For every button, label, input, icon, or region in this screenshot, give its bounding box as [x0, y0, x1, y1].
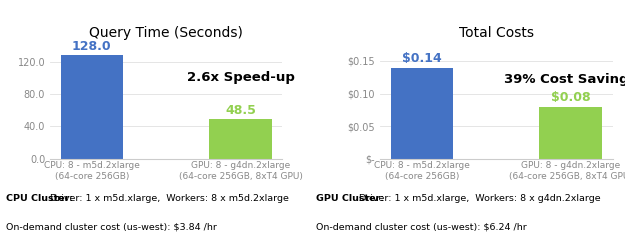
Text: 128.0: 128.0 [72, 40, 112, 53]
Text: On-demand cluster cost (us-west): $3.84 /hr: On-demand cluster cost (us-west): $3.84 … [6, 222, 217, 231]
Text: 39% Cost Savings: 39% Cost Savings [504, 73, 625, 86]
Bar [391, 68, 453, 159]
Bar [61, 55, 123, 159]
Text: Driver: 1 x m5d.xlarge,  Workers: 8 x g4dn.2xlarge: Driver: 1 x m5d.xlarge, Workers: 8 x g4d… [356, 194, 601, 203]
Text: Driver: 1 x m5d.xlarge,  Workers: 8 x m5d.2xlarge: Driver: 1 x m5d.xlarge, Workers: 8 x m5d… [47, 194, 289, 203]
Text: CPU Cluster:: CPU Cluster: [6, 194, 73, 203]
Bar [539, 107, 602, 159]
Text: GPU Cluster:: GPU Cluster: [316, 194, 384, 203]
Text: 2.6x Speed-up: 2.6x Speed-up [187, 71, 294, 84]
Title: Total Costs: Total Costs [459, 26, 534, 40]
Title: Query Time (Seconds): Query Time (Seconds) [89, 26, 243, 40]
Text: $0.14: $0.14 [402, 52, 442, 65]
Text: 48.5: 48.5 [225, 104, 256, 117]
Text: $0.08: $0.08 [551, 92, 591, 104]
Bar [209, 119, 272, 159]
Text: On-demand cluster cost (us-west): $6.24 /hr: On-demand cluster cost (us-west): $6.24 … [316, 222, 526, 231]
